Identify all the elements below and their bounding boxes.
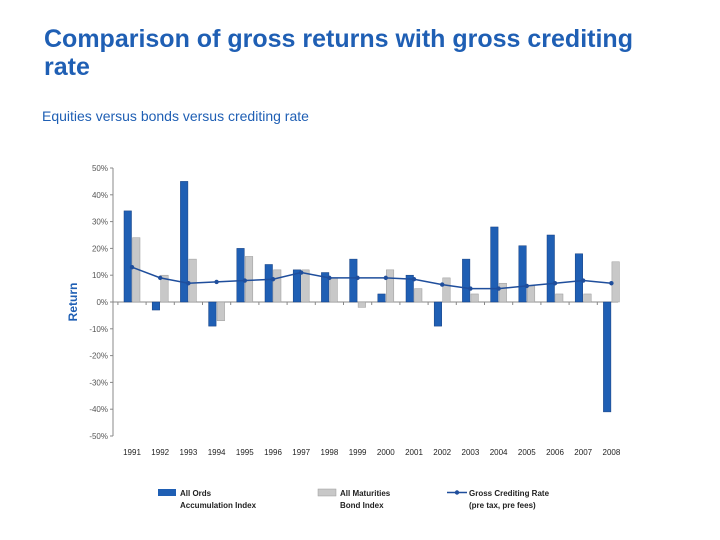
bar-equities-2001 <box>405 274 414 303</box>
bar-bonds-1999 <box>357 301 366 308</box>
x-tick-label: 1995 <box>236 448 254 457</box>
x-tick-label: 2007 <box>574 448 592 457</box>
x-tick-label: 1994 <box>208 448 226 457</box>
bar-bonds-1993 <box>188 258 197 303</box>
bar-bonds-1994 <box>216 301 225 322</box>
bar-bonds-2002 <box>442 277 451 303</box>
bar-equities-2006 <box>546 234 555 303</box>
bar-equities-1999 <box>349 258 358 303</box>
y-axis-title: Return <box>66 283 80 322</box>
crediting-rate-point-1997 <box>299 270 304 275</box>
crediting-rate-point-2000 <box>383 275 388 281</box>
bar-equities-2008 <box>603 301 612 413</box>
y-tick-label: 50% <box>92 164 108 173</box>
slide-subtitle: Equities versus bonds versus crediting r… <box>42 108 309 124</box>
bar-equities-2004 <box>490 226 499 303</box>
bar-bonds-1998 <box>329 277 338 303</box>
y-tick-label: -50% <box>89 432 108 441</box>
crediting-rate-point-1994 <box>214 279 219 285</box>
y-tick-label: -20% <box>89 352 108 361</box>
x-tick-label: 1992 <box>151 448 169 457</box>
legend-label: All Maturities <box>340 489 391 498</box>
crediting-rate-point-1992 <box>158 275 163 281</box>
x-tick-label: 2002 <box>433 448 451 457</box>
slide-title: Comparison of gross returns with gross c… <box>44 25 633 81</box>
crediting-rate-point-1995 <box>242 278 247 283</box>
x-tick-label: 2008 <box>603 448 621 457</box>
bar-equities-2000 <box>377 293 386 303</box>
bar-equities-1996 <box>264 264 273 303</box>
y-tick-label: 40% <box>92 191 108 200</box>
bar-bonds-2000 <box>386 269 395 303</box>
crediting-rate-line <box>131 266 612 290</box>
x-tick-label: 2005 <box>518 448 536 457</box>
legend-label: Accumulation Index <box>180 501 257 510</box>
y-tick-label: -40% <box>89 405 108 414</box>
bar-bonds-2003 <box>470 293 479 303</box>
bar-equities-2002 <box>433 301 442 327</box>
x-tick-label: 2001 <box>405 448 423 457</box>
bar-equities-1994 <box>208 301 217 327</box>
x-tick-label: 2000 <box>377 448 395 457</box>
y-tick-label: 20% <box>92 244 108 253</box>
crediting-rate-point-1996 <box>270 277 276 282</box>
bar-equities-1997 <box>292 269 301 303</box>
bar-bonds-2001 <box>414 288 423 303</box>
x-tick-label: 2003 <box>462 448 480 457</box>
crediting-rate-point-2008 <box>609 281 614 286</box>
legend-swatch-bonds <box>317 488 337 497</box>
crediting-rate-point-2002 <box>440 282 445 287</box>
x-tick-label: 2006 <box>546 448 564 457</box>
bar-equities-1993 <box>180 181 189 303</box>
bar-bonds-1992 <box>160 274 169 303</box>
x-tick-label: 1991 <box>123 448 141 457</box>
crediting-rate-point-2006 <box>552 281 558 286</box>
y-tick-label: -10% <box>89 325 108 334</box>
bar-equities-1998 <box>321 272 330 303</box>
crediting-rate-point-2001 <box>411 277 417 282</box>
bar-equities-2005 <box>518 245 527 303</box>
bar-equities-2007 <box>574 253 583 303</box>
crediting-rate-point-1991 <box>129 264 135 270</box>
x-tick-label: 1997 <box>292 448 310 457</box>
bar-equities-1995 <box>236 248 245 303</box>
crediting-rate-point-2004 <box>496 286 501 291</box>
bar-bonds-2005 <box>527 285 536 303</box>
bar-bonds-1996 <box>273 269 282 303</box>
y-tick-label: 30% <box>92 218 108 227</box>
legend-label: Gross Crediting Rate <box>469 489 550 498</box>
bar-equities-1992 <box>151 301 160 311</box>
y-tick-label: 0% <box>96 298 108 307</box>
crediting-rate-point-1993 <box>186 281 191 286</box>
legend-swatch-crediting-marker <box>454 490 460 495</box>
x-tick-label: 2004 <box>490 448 508 457</box>
crediting-rate-point-2007 <box>581 278 586 283</box>
bar-bonds-2006 <box>555 293 564 303</box>
crediting-rate-point-2003 <box>468 286 473 291</box>
bar-bonds-2007 <box>583 293 592 303</box>
crediting-rate-point-1998 <box>327 275 332 281</box>
x-tick-label: 1996 <box>264 448 282 457</box>
x-tick-label: 1993 <box>180 448 198 457</box>
x-tick-label: 1998 <box>321 448 339 457</box>
crediting-rate-point-2005 <box>524 283 529 289</box>
y-tick-label: 10% <box>92 271 108 280</box>
legend-label: (pre tax, pre fees) <box>469 501 536 510</box>
legend-swatch-equities <box>158 489 176 496</box>
legend-label: All Ords <box>180 489 212 498</box>
bar-bonds-2004 <box>498 282 507 303</box>
crediting-rate-point-1999 <box>355 275 360 281</box>
bar-equities-1991 <box>123 210 132 303</box>
y-tick-label: -30% <box>89 378 108 387</box>
bar-equities-2003 <box>462 258 471 303</box>
x-tick-label: 1999 <box>349 448 367 457</box>
bar-bonds-1997 <box>301 269 310 303</box>
legend-label: Bond Index <box>340 501 384 510</box>
